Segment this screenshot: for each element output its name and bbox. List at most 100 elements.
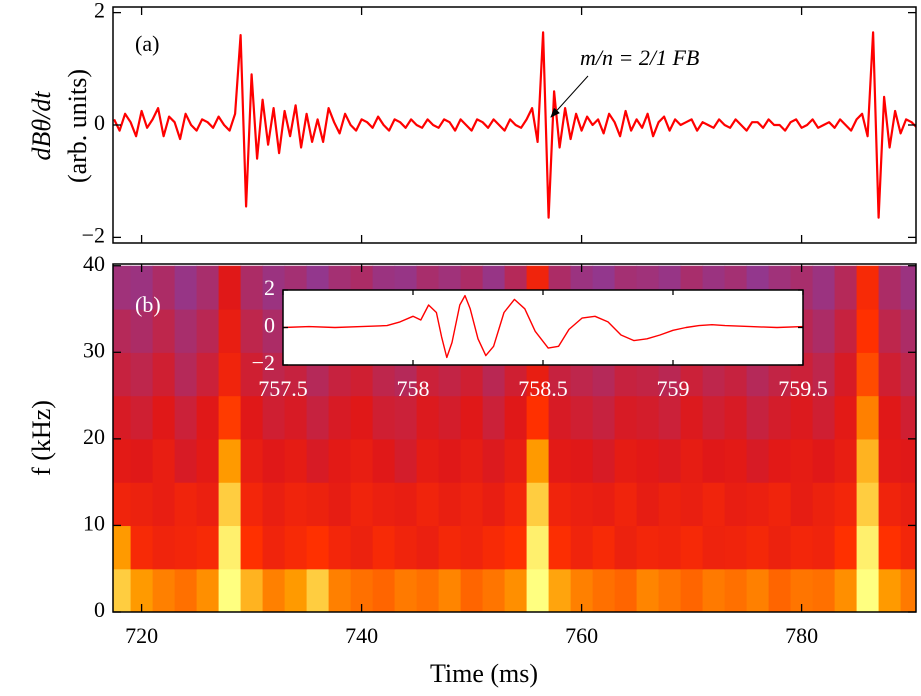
heat-cell <box>196 309 220 353</box>
inset-background <box>283 290 803 365</box>
heat-cell <box>834 568 858 612</box>
line-group <box>113 31 916 219</box>
heat-cell <box>768 525 792 570</box>
heat-cell <box>394 395 418 440</box>
heat-cell <box>724 438 748 483</box>
heat-cell <box>636 568 660 612</box>
heat-cell <box>196 482 220 527</box>
y-tick-label: −2 <box>252 350 275 375</box>
heat-cell <box>174 352 198 397</box>
heat-cell <box>636 438 660 483</box>
heat-cell <box>460 482 484 527</box>
heat-cell <box>900 352 916 397</box>
heat-cell <box>174 265 198 310</box>
heat-cell <box>240 568 264 612</box>
heat-cell <box>680 438 704 483</box>
heat-cell <box>218 568 242 612</box>
heat-cell <box>658 438 682 483</box>
heat-cell <box>658 568 682 612</box>
heat-cell <box>372 395 396 440</box>
heat-cell <box>350 438 374 483</box>
heat-cell <box>130 438 154 483</box>
heat-cell <box>548 438 572 483</box>
heat-cell <box>504 438 528 483</box>
heat-cell <box>174 438 198 483</box>
heat-cell <box>614 525 638 570</box>
heat-cell <box>284 568 308 612</box>
y-tick-label: 10 <box>83 510 105 535</box>
heat-cell <box>878 525 902 570</box>
heat-cell <box>570 525 594 570</box>
heat-cell <box>900 525 916 570</box>
x-tick-label: 758.5 <box>518 376 568 401</box>
heat-cell <box>834 525 858 570</box>
heat-cell <box>306 395 330 440</box>
heat-cell <box>350 568 374 612</box>
heat-cell <box>724 395 748 440</box>
heat-cell <box>614 395 638 440</box>
heat-cell <box>218 265 242 310</box>
heat-cell <box>394 568 418 612</box>
heat-cell <box>548 525 572 570</box>
heat-cell <box>900 395 916 440</box>
heat-cell <box>438 395 462 440</box>
heat-cell <box>113 438 132 483</box>
heat-cell <box>372 438 396 483</box>
heat-cell <box>812 352 836 397</box>
heat-cell <box>174 525 198 570</box>
heat-cell <box>240 482 264 527</box>
heat-cell <box>812 265 836 310</box>
heat-cell <box>113 568 132 612</box>
x-tick-label: 780 <box>785 623 818 648</box>
heat-cell <box>262 309 286 353</box>
heat-cell <box>856 309 880 353</box>
annotation: m/n = 2/1 FB <box>580 45 699 70</box>
heat-cell <box>570 438 594 483</box>
heat-cell <box>218 482 242 527</box>
heat-cell <box>438 525 462 570</box>
heat-cell <box>834 352 858 397</box>
heat-cell <box>262 438 286 483</box>
y-tick-label: 0 <box>264 313 275 338</box>
heat-cell <box>152 482 176 527</box>
heat-cell <box>130 568 154 612</box>
heat-cell <box>152 309 176 353</box>
y-axis-label: (arb. units) <box>63 69 92 183</box>
heat-cell <box>526 438 550 483</box>
annotation-arrow <box>550 75 589 118</box>
y-tick-label: 40 <box>83 251 105 276</box>
panel-label: (b) <box>135 292 161 317</box>
heat-cell <box>174 482 198 527</box>
heat-cell <box>240 265 264 310</box>
heat-cell <box>240 395 264 440</box>
heat-cell <box>900 482 916 527</box>
x-tick-label: 757.5 <box>258 376 308 401</box>
heat-cell <box>218 525 242 570</box>
heat-cell <box>240 438 264 483</box>
y-tick-label: 30 <box>83 337 105 362</box>
heat-cell <box>834 265 858 310</box>
heat-cell <box>218 352 242 397</box>
heat-cell <box>262 395 286 440</box>
heat-cell <box>416 525 440 570</box>
heat-cell <box>460 438 484 483</box>
heat-cell <box>658 525 682 570</box>
heat-cell <box>438 438 462 483</box>
heat-cell <box>372 525 396 570</box>
heat-cell <box>878 265 902 310</box>
heat-cell <box>174 309 198 353</box>
heat-cell <box>570 482 594 527</box>
heat-cell <box>174 395 198 440</box>
heat-cell <box>614 438 638 483</box>
heat-cell <box>218 395 242 440</box>
heat-cell <box>350 482 374 527</box>
heat-cell <box>746 525 770 570</box>
heat-cell <box>746 482 770 527</box>
heat-cell <box>328 482 352 527</box>
heat-cell <box>768 395 792 440</box>
heat-cell <box>526 482 550 527</box>
heat-cell <box>460 568 484 612</box>
heat-cell <box>856 352 880 397</box>
heat-cell <box>284 438 308 483</box>
heat-cell <box>152 395 176 440</box>
